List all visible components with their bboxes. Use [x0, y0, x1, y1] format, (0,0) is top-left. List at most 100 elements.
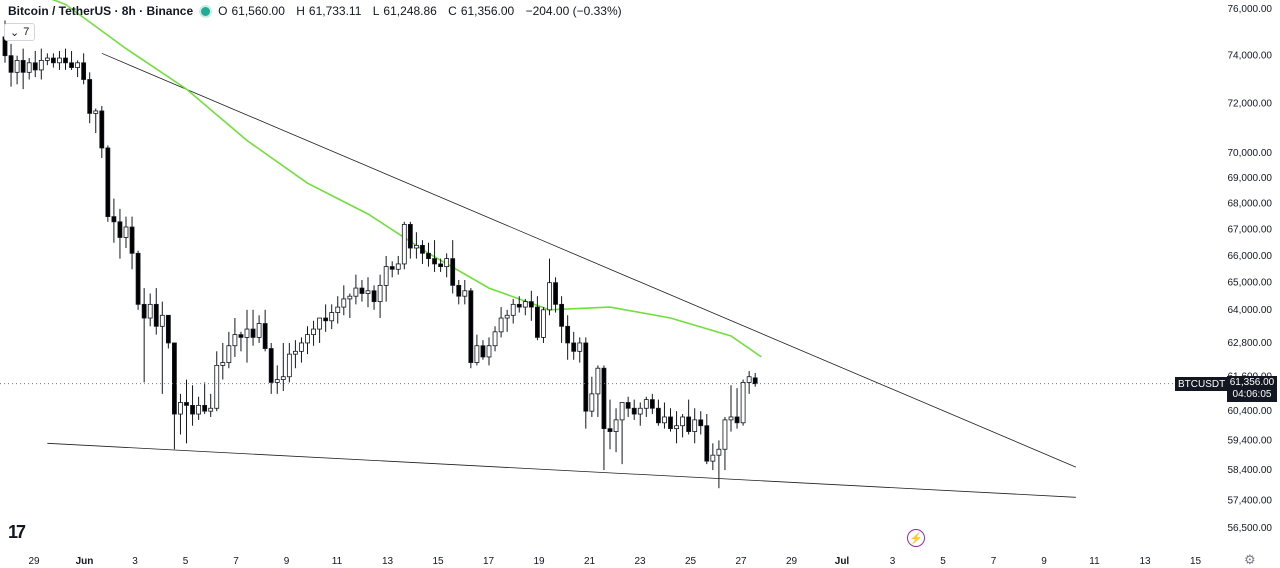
candle	[698, 411, 704, 435]
candle-body-up	[44, 57, 50, 61]
candle-body-down	[141, 303, 147, 319]
candle	[353, 274, 359, 305]
candle-body-down	[359, 287, 365, 294]
current-price-value: 61,356.00	[1229, 377, 1275, 388]
candle	[214, 351, 220, 412]
candle	[583, 337, 589, 429]
candle-body-up	[123, 226, 129, 238]
candle	[371, 285, 377, 310]
symbol-title[interactable]: Bitcoin / TetherUS · 8h · Binance	[8, 4, 194, 18]
candle	[607, 399, 613, 450]
candle-body-down	[87, 79, 93, 114]
candle-body-down	[631, 407, 637, 415]
candle-body-down	[686, 416, 692, 432]
candle	[244, 309, 250, 363]
candle	[165, 314, 171, 349]
candle-body-up	[395, 263, 401, 270]
candle	[299, 337, 304, 363]
tradingview-logo-icon[interactable]: 17	[8, 522, 26, 542]
candle	[81, 53, 87, 85]
time-tick-label: 9	[284, 556, 290, 567]
candle-body-down	[268, 348, 274, 383]
candle	[686, 399, 692, 435]
candle-body-down	[129, 226, 135, 254]
candle-body-up	[341, 298, 347, 308]
candle-body-up	[486, 345, 492, 358]
time-tick-label: 17	[483, 556, 495, 567]
candle-body-up	[196, 404, 202, 415]
candle	[553, 277, 558, 313]
high-label: H	[296, 4, 305, 18]
candle-body-up	[208, 407, 214, 412]
candle	[87, 72, 93, 124]
candle	[643, 396, 649, 417]
candle-body-down	[601, 367, 607, 430]
price-tick-label: 66,000.00	[1228, 251, 1273, 262]
candle	[226, 331, 232, 369]
indicators-collapse-button[interactable]: ⌄ 7	[4, 23, 36, 41]
price-tick-label: 62,800.00	[1228, 338, 1273, 349]
low-label: L	[372, 4, 380, 18]
candle-body-up	[311, 328, 316, 336]
candle-body-up	[716, 448, 722, 456]
candle-body-down	[583, 342, 589, 412]
candle-body-up	[226, 345, 232, 363]
candle-body-up	[692, 419, 698, 432]
candle-body-down	[438, 263, 444, 267]
candle-body-down	[704, 425, 710, 462]
candle	[504, 309, 510, 332]
candle	[141, 288, 147, 383]
candle-body-down	[262, 323, 268, 349]
time-tick-label: 7	[991, 556, 997, 567]
time-tick-label: 15	[432, 556, 444, 567]
candle	[129, 216, 135, 270]
price-axis[interactable]: 76,000.00 74,000.00 72,000.00 70,000.00 69,0…	[1228, 4, 1273, 534]
candle-body-up	[317, 317, 323, 330]
candle	[268, 342, 274, 394]
candle-body-up	[26, 62, 32, 73]
candle-body-up	[510, 303, 516, 316]
time-tick-label: 15	[1190, 556, 1202, 567]
candle-body-up	[38, 60, 44, 71]
candle-body-up	[547, 282, 552, 311]
candle-body-down	[468, 290, 474, 363]
candle-body-up	[595, 367, 601, 395]
candle	[456, 279, 462, 305]
time-tick-label: 5	[940, 556, 946, 567]
candle-body-up	[220, 362, 226, 366]
candle-body-down	[184, 402, 189, 406]
time-tick-label: Jul	[835, 556, 850, 567]
candle	[377, 274, 383, 319]
gear-icon[interactable]: ⚙	[1244, 552, 1256, 567]
candle	[232, 318, 238, 357]
time-tick-label: 29	[786, 556, 798, 567]
high-value: 61,733.11	[308, 4, 362, 18]
candle	[510, 298, 516, 324]
candle-body-down	[535, 306, 540, 338]
chevron-down-icon: ⌄	[10, 26, 20, 39]
candle	[674, 411, 679, 444]
price-tick-label: 69,000.00	[1228, 173, 1273, 184]
candle-body-up	[244, 328, 250, 338]
candle	[498, 307, 504, 338]
candle-body-down	[32, 62, 38, 71]
candle-body-up	[347, 295, 353, 300]
time-axis[interactable]: 29 Jun 3 5 7 9 11 13 15 17 19 21 23 25 27 29 Jul 3 5 7 9 11 13…	[28, 556, 1201, 567]
candle	[752, 372, 758, 387]
symbol-price-tag: BTCUSDT	[1175, 377, 1229, 391]
candle	[522, 298, 528, 316]
candle-body-up	[353, 287, 359, 297]
candle-body-up	[159, 314, 165, 327]
candle	[335, 296, 341, 324]
lightning-icon[interactable]: ⚡	[907, 529, 925, 547]
bar-countdown: 04:06:05	[1232, 389, 1272, 400]
candle-body-down	[8, 55, 14, 73]
price-tick-label: 64,000.00	[1228, 305, 1273, 316]
candle	[208, 393, 214, 417]
candle	[14, 55, 20, 85]
candle-body-down	[420, 244, 425, 254]
candle-body-down	[190, 404, 195, 415]
candles	[2, 20, 758, 489]
candle	[305, 326, 310, 355]
